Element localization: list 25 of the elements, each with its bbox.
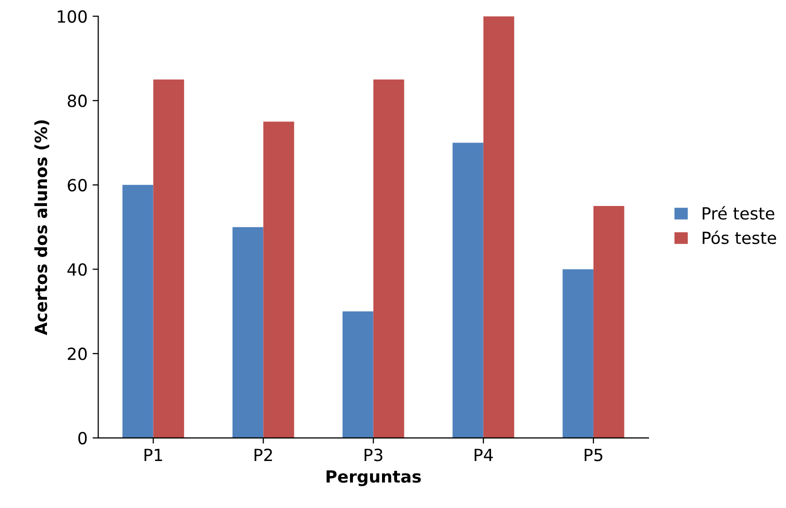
bar: [373, 80, 404, 438]
bar: [153, 80, 184, 438]
x-tick-label: P3: [364, 448, 382, 462]
bar: [452, 142, 484, 438]
legend-label: Pré teste: [702, 206, 774, 220]
x-axis-title: Perguntas: [326, 470, 421, 486]
y-tick-label: 80: [68, 94, 87, 108]
bar: [593, 206, 624, 438]
y-axis-title: Acertos dos alunos (%): [34, 120, 50, 336]
y-tick-label: 20: [68, 348, 87, 360]
bar: [232, 227, 264, 438]
y-tick-label: 0: [78, 432, 87, 444]
x-tick-label: P2: [254, 448, 272, 461]
y-tick-label: 60: [68, 178, 87, 192]
bar: [342, 311, 374, 438]
x-tick-label: P4: [474, 448, 493, 461]
bar: [263, 122, 294, 438]
bar: [483, 16, 514, 438]
x-tick-label: P5: [584, 448, 602, 462]
x-tick-label: P1: [144, 448, 162, 461]
legend-label: Pós teste: [702, 230, 776, 244]
bar: [562, 269, 594, 438]
y-tick-label: 40: [67, 263, 87, 276]
y-tick-label: 100: [58, 10, 87, 23]
bar: [122, 184, 154, 438]
